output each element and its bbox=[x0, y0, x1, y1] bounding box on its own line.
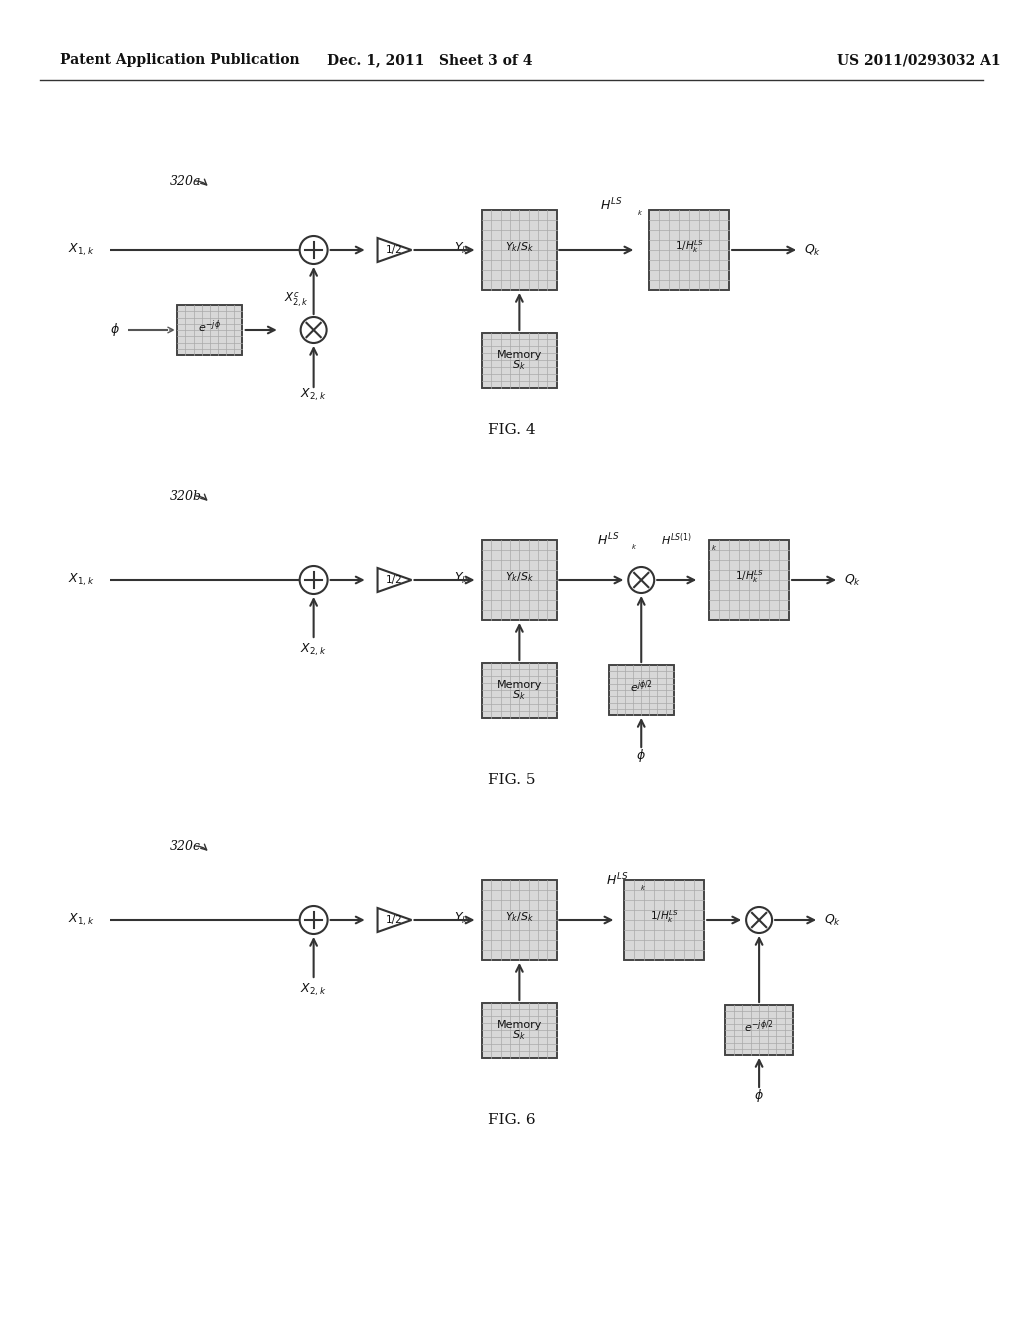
Circle shape bbox=[746, 907, 772, 933]
FancyBboxPatch shape bbox=[609, 665, 674, 715]
FancyBboxPatch shape bbox=[725, 1005, 793, 1055]
Text: $X_{2,k}$: $X_{2,k}$ bbox=[300, 982, 327, 998]
Text: $Q_k$: $Q_k$ bbox=[824, 912, 842, 928]
Circle shape bbox=[300, 906, 328, 935]
Text: $Y_k/S_k$: $Y_k/S_k$ bbox=[505, 240, 534, 253]
Text: $Y_k/S_k$: $Y_k/S_k$ bbox=[505, 909, 534, 924]
FancyBboxPatch shape bbox=[625, 880, 705, 960]
Text: $Y_k/S_k$: $Y_k/S_k$ bbox=[505, 570, 534, 583]
Text: $_k$: $_k$ bbox=[711, 543, 718, 553]
Text: $Y_k$: $Y_k$ bbox=[455, 240, 469, 256]
Text: 1/2: 1/2 bbox=[386, 246, 402, 255]
Text: Dec. 1, 2011   Sheet 3 of 4: Dec. 1, 2011 Sheet 3 of 4 bbox=[327, 53, 532, 67]
Text: $H^{LS}$: $H^{LS}$ bbox=[606, 871, 629, 888]
Text: $1/H^{LS}_k$: $1/H^{LS}_k$ bbox=[649, 908, 679, 925]
FancyBboxPatch shape bbox=[710, 540, 790, 620]
Text: $X_{2,k}$: $X_{2,k}$ bbox=[300, 642, 327, 659]
Text: $\phi$: $\phi$ bbox=[755, 1086, 764, 1104]
Text: $X^c_{2,k}$: $X^c_{2,k}$ bbox=[284, 290, 309, 309]
Circle shape bbox=[300, 566, 328, 594]
Text: $e^{-j\phi}$: $e^{-j\phi}$ bbox=[199, 318, 221, 335]
Text: $\phi$: $\phi$ bbox=[636, 747, 646, 763]
Text: $X_{2,k}$: $X_{2,k}$ bbox=[300, 387, 327, 403]
Polygon shape bbox=[378, 908, 412, 932]
Polygon shape bbox=[378, 568, 412, 591]
Text: $X_{1,k}$: $X_{1,k}$ bbox=[68, 572, 94, 589]
FancyBboxPatch shape bbox=[482, 1002, 557, 1057]
Circle shape bbox=[300, 236, 328, 264]
Text: 320b: 320b bbox=[170, 490, 202, 503]
Text: $Q_k$: $Q_k$ bbox=[844, 573, 861, 587]
Text: FIG. 5: FIG. 5 bbox=[487, 774, 536, 787]
Text: $Q_k$: $Q_k$ bbox=[804, 243, 821, 257]
Text: $e^{j\phi/2}$: $e^{j\phi/2}$ bbox=[630, 678, 653, 696]
FancyBboxPatch shape bbox=[177, 305, 243, 355]
Text: 1/2: 1/2 bbox=[386, 915, 402, 925]
Text: 320c: 320c bbox=[170, 840, 201, 853]
Text: $S_k$: $S_k$ bbox=[512, 688, 526, 702]
Text: $S_k$: $S_k$ bbox=[512, 1028, 526, 1041]
Text: $H^{LS}$: $H^{LS}$ bbox=[597, 532, 620, 548]
FancyBboxPatch shape bbox=[482, 333, 557, 388]
FancyBboxPatch shape bbox=[482, 880, 557, 960]
FancyBboxPatch shape bbox=[649, 210, 729, 290]
Text: 320a: 320a bbox=[170, 176, 202, 187]
Text: $e^{-j\phi/2}$: $e^{-j\phi/2}$ bbox=[744, 1019, 774, 1035]
Text: FIG. 4: FIG. 4 bbox=[487, 422, 536, 437]
Text: 1/2: 1/2 bbox=[386, 576, 402, 585]
Text: $Y_k$: $Y_k$ bbox=[455, 570, 469, 586]
Circle shape bbox=[301, 317, 327, 343]
Text: $\phi$: $\phi$ bbox=[110, 322, 120, 338]
Text: Memory: Memory bbox=[497, 350, 542, 360]
Text: Memory: Memory bbox=[497, 1020, 542, 1030]
FancyBboxPatch shape bbox=[482, 210, 557, 290]
Text: FIG. 6: FIG. 6 bbox=[487, 1113, 536, 1127]
Text: Patent Application Publication: Patent Application Publication bbox=[60, 53, 300, 67]
Text: US 2011/0293032 A1: US 2011/0293032 A1 bbox=[837, 53, 1000, 67]
Polygon shape bbox=[378, 238, 412, 261]
Text: $Y_k$: $Y_k$ bbox=[455, 911, 469, 925]
Text: $_k$: $_k$ bbox=[637, 209, 643, 218]
Text: $X_{1,k}$: $X_{1,k}$ bbox=[68, 912, 94, 928]
Text: $X_{1,k}$: $X_{1,k}$ bbox=[68, 242, 94, 259]
Text: $1/H^{LS}_k$: $1/H^{LS}_k$ bbox=[675, 239, 703, 255]
Text: $1/H^{LS}_k$: $1/H^{LS}_k$ bbox=[734, 569, 764, 585]
FancyBboxPatch shape bbox=[482, 540, 557, 620]
Text: $H^{LS(1)}$: $H^{LS(1)}$ bbox=[662, 532, 692, 548]
Text: $H^{LS}$: $H^{LS}$ bbox=[600, 197, 623, 214]
FancyBboxPatch shape bbox=[482, 663, 557, 718]
Text: $S_k$: $S_k$ bbox=[512, 358, 526, 372]
Circle shape bbox=[629, 568, 654, 593]
Text: Memory: Memory bbox=[497, 680, 542, 690]
Text: $_k$: $_k$ bbox=[631, 543, 638, 552]
Text: $_k$: $_k$ bbox=[640, 883, 646, 894]
